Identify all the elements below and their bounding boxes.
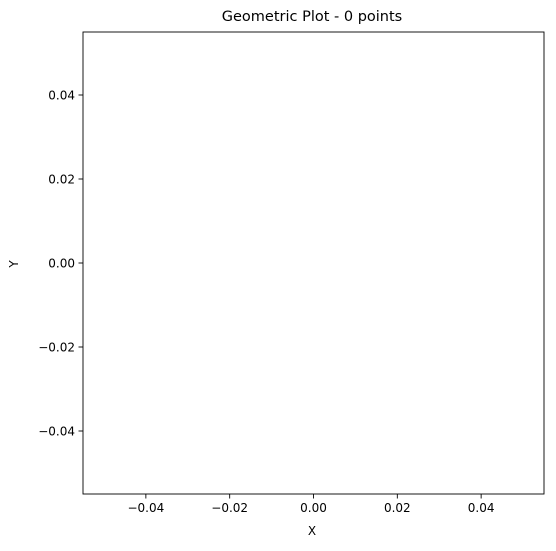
y-tick-label: 0.02 <box>48 172 75 186</box>
x-tick-label: −0.04 <box>127 501 164 515</box>
x-tick-label: −0.02 <box>211 501 248 515</box>
y-axis-label: Y <box>7 260 21 269</box>
x-tick-label: 0.04 <box>468 501 495 515</box>
x-axis-ticks: −0.04 −0.02 0.00 0.02 0.04 <box>127 494 494 515</box>
y-tick-label: −0.04 <box>38 424 75 438</box>
x-tick-label: 0.02 <box>384 501 411 515</box>
y-axis-ticks: −0.04 −0.02 0.00 0.02 0.04 <box>38 88 83 438</box>
x-axis-label: X <box>308 524 316 538</box>
plot-area-frame <box>82 31 545 495</box>
y-tick-label: −0.02 <box>38 340 75 354</box>
y-tick-label: 0.04 <box>48 88 75 102</box>
y-tick-label: 0.00 <box>48 256 75 270</box>
chart-title: Geometric Plot - 0 points <box>222 9 402 25</box>
x-tick-label: 0.00 <box>300 501 327 515</box>
